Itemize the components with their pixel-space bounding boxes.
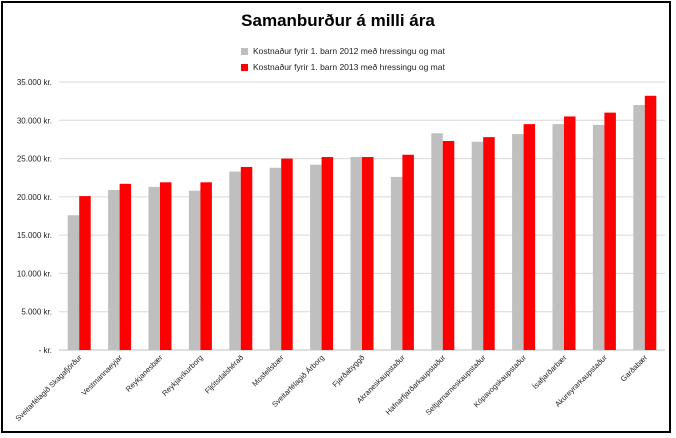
bar-2012	[512, 134, 524, 350]
bar-2013	[523, 124, 536, 350]
y-tick-label: 5.000 kr.	[21, 308, 52, 317]
bar-2013	[362, 157, 374, 350]
x-category-label: Vestmannaeyjar	[80, 353, 125, 398]
bar-2013	[564, 116, 576, 350]
bar-2012	[592, 124, 605, 350]
bar-2012	[310, 164, 322, 350]
bar-2012	[390, 176, 403, 350]
y-tick-label: 15.000 kr.	[17, 231, 52, 240]
chart-title: Samanburður á milli ára	[241, 11, 435, 30]
y-tick-label: 35.000 kr.	[17, 78, 52, 87]
bar-2013	[79, 196, 91, 350]
y-tick-label: 30.000 kr.	[17, 116, 52, 125]
legend-label-2012: Kostnaður fyrir 1. barn 2012 með hressin…	[253, 46, 445, 56]
bar-2013	[200, 182, 212, 350]
x-category-label: Fljótsdalshérað	[203, 353, 245, 395]
x-category-label: Garðabær	[619, 353, 650, 384]
bar-2012	[431, 133, 443, 350]
bar-2013	[240, 166, 253, 350]
bar-2013	[442, 140, 455, 350]
bar-2013	[402, 154, 414, 350]
bar-2013	[160, 182, 172, 350]
bar-2013	[604, 112, 616, 350]
chart-legend: Kostnaður fyrir 1. barn 2012 með hressin…	[241, 43, 445, 75]
legend-item-2013: Kostnaður fyrir 1. barn 2013 með hressin…	[241, 59, 445, 75]
bar-2012	[229, 171, 241, 350]
bar-2012	[350, 157, 362, 350]
x-category-label: Ísafjarðarbær	[531, 353, 569, 391]
legend-item-2012: Kostnaður fyrir 1. barn 2012 með hressin…	[241, 43, 445, 59]
x-category-label: Fjarðabyggð	[331, 353, 367, 389]
bar-2012	[67, 215, 80, 350]
x-category-label: Sveitarfélagið Skagafjörður	[14, 353, 84, 423]
legend-swatch-2012	[241, 47, 248, 55]
x-category-label: Reykjavíkurborg	[160, 353, 205, 398]
bar-2013	[483, 137, 495, 350]
legend-label-2013: Kostnaður fyrir 1. barn 2013 með hressin…	[253, 62, 445, 72]
y-tick-label: 20.000 kr.	[17, 193, 52, 202]
x-category-label: Mosfellsbær	[250, 353, 286, 389]
bar-2013	[281, 158, 293, 350]
y-tick-label: - kr.	[39, 346, 52, 355]
bar-2013	[644, 95, 657, 350]
bar-2012	[471, 141, 484, 350]
x-category-label: Reykjanesbær	[124, 353, 165, 394]
legend-swatch-2013	[241, 63, 248, 71]
y-tick-label: 25.000 kr.	[17, 155, 52, 164]
bar-2012	[633, 104, 645, 350]
y-tick-label: 10.000 kr.	[17, 269, 52, 278]
bar-2012	[552, 124, 564, 350]
bar-2013	[119, 183, 132, 350]
bar-2012	[188, 190, 201, 350]
bar-2012	[269, 167, 282, 350]
bar-2012	[148, 186, 160, 350]
bar-2012	[108, 189, 120, 350]
bar-2013	[321, 157, 334, 350]
